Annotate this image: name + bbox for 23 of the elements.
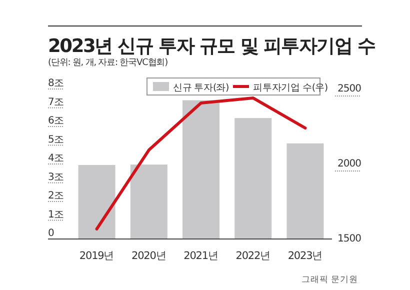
y-tick-label: 8조 bbox=[48, 78, 64, 89]
y-tick-label: 2조 bbox=[48, 190, 64, 202]
x-tick-label: 2022년 bbox=[236, 250, 270, 262]
legend-label: 신규 투자(좌) bbox=[173, 82, 229, 94]
y-tick-label: 7조 bbox=[48, 96, 64, 108]
text: 그래픽 문기원 bbox=[301, 275, 358, 285]
y-tick-label: 5조 bbox=[48, 134, 64, 146]
x-tick-label: 2020년 bbox=[132, 250, 166, 262]
y2-tick-label: 2500 bbox=[338, 84, 362, 94]
legend-label: 피투자기업 수(우) bbox=[253, 82, 328, 94]
y2-tick-label: 2000 bbox=[338, 158, 362, 170]
y-tick-label: 0 bbox=[48, 228, 54, 239]
y2-tick-label: 1500 bbox=[338, 234, 362, 244]
y-tick-label: 4조 bbox=[48, 153, 64, 164]
y-tick-label: 6조 bbox=[48, 116, 64, 126]
chart-title: 2023년 신규 투자 규모 및 피투자기업 수 bbox=[48, 36, 376, 57]
y-tick-label: 1조 bbox=[48, 209, 64, 220]
y-tick-label: 3조 bbox=[48, 172, 64, 183]
x-tick-label: 2023년 bbox=[288, 250, 323, 262]
x-tick-label: 2019년 bbox=[79, 250, 114, 262]
x-tick-label: 2021년 bbox=[184, 250, 218, 262]
line-series bbox=[95, 96, 307, 230]
chart-subtitle: (단위: 원, 개, 자료: 한국VC협회) bbox=[48, 58, 168, 68]
